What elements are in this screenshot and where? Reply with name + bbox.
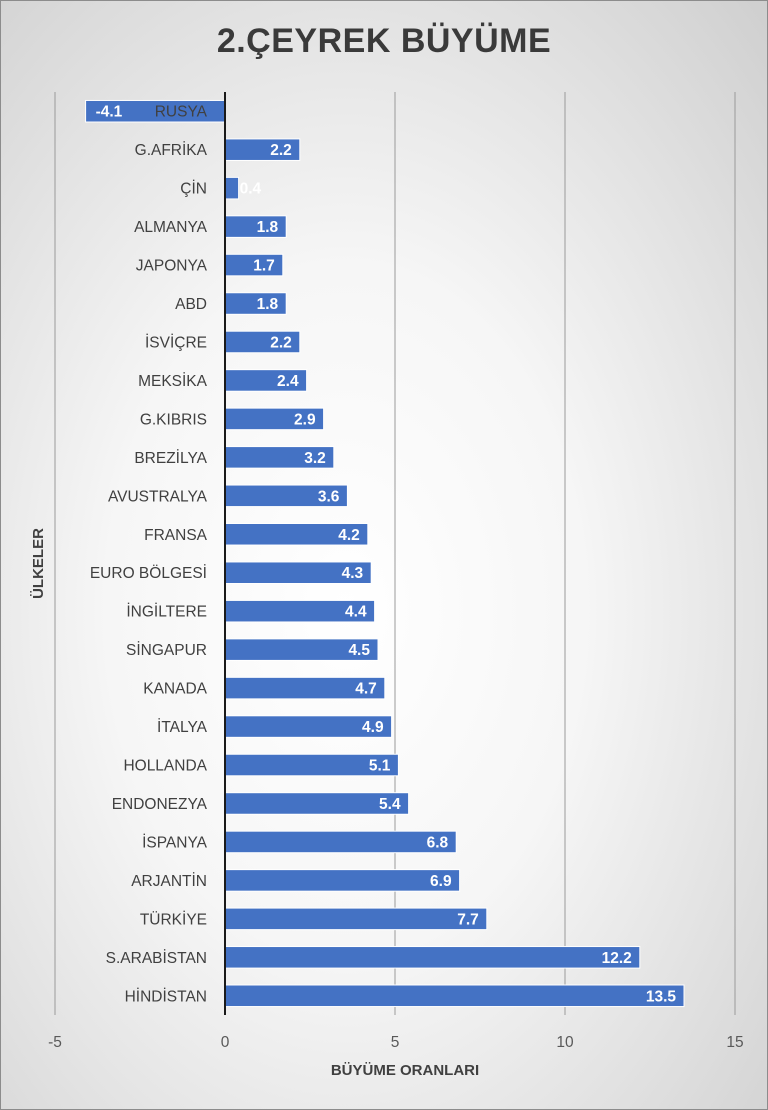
category-label: ALMANYA xyxy=(134,219,208,236)
bar xyxy=(224,946,641,969)
x-tick-label: 5 xyxy=(391,1034,400,1051)
category-label: İSVİÇRE xyxy=(145,333,207,351)
data-label: 12.2 xyxy=(602,950,632,967)
bar xyxy=(224,984,685,1008)
data-label: 4.2 xyxy=(338,527,360,544)
data-label: 1.8 xyxy=(257,219,279,236)
data-label: 4.5 xyxy=(348,642,370,659)
data-label: 4.9 xyxy=(362,719,384,736)
data-label: 6.8 xyxy=(427,834,449,851)
y-axis-title: ÜLKELER xyxy=(30,528,47,599)
category-label: MEKSİKA xyxy=(138,372,208,390)
data-label: 4.3 xyxy=(342,565,364,582)
bar xyxy=(224,176,240,200)
data-label: 4.4 xyxy=(345,604,367,621)
x-tick-label: 15 xyxy=(726,1034,743,1051)
category-label: İTALYA xyxy=(157,718,208,736)
chart-title: 2.ÇEYREK BÜYÜME xyxy=(216,22,552,60)
category-label: RUSYA xyxy=(155,104,208,121)
category-label: ENDONEZYA xyxy=(112,796,208,813)
value-labels: -4.1 2.2 0.4 1.8 1.7 1.8 2.2 2.4 2.9 3.2 3.6 4.2 4.3… xyxy=(96,104,677,1006)
data-label: 1.7 xyxy=(253,258,275,275)
bar xyxy=(224,907,488,931)
category-label: FRANSA xyxy=(144,527,208,544)
category-label: ÇİN xyxy=(180,180,207,198)
category-label: ABD xyxy=(175,296,207,313)
data-label: 2.2 xyxy=(270,142,292,159)
data-label: 5.4 xyxy=(379,796,401,813)
category-label: TÜRKİYE xyxy=(140,910,207,928)
data-label: -4.1 xyxy=(96,104,123,121)
category-label: G.KIBRIS xyxy=(140,411,207,428)
data-label: 3.2 xyxy=(304,450,326,467)
gridlines xyxy=(54,92,736,1015)
data-label: 1.8 xyxy=(257,296,279,313)
data-label: 2.4 xyxy=(277,373,299,390)
data-label: 0.4 xyxy=(240,181,262,198)
data-label: 5.1 xyxy=(369,758,391,775)
data-label: 2.9 xyxy=(294,411,316,428)
category-label: HOLLANDA xyxy=(123,758,207,775)
category-label: EURO BÖLGESİ xyxy=(90,564,207,582)
category-label: KANADA xyxy=(143,681,207,698)
category-label: G.AFRİKA xyxy=(135,141,208,159)
x-tick-label: 10 xyxy=(556,1034,574,1051)
category-label: JAPONYA xyxy=(136,258,208,275)
bar-series xyxy=(85,99,685,1008)
data-label: 4.7 xyxy=(355,681,377,698)
category-label: S.ARABİSTAN xyxy=(106,949,207,967)
data-label: 6.9 xyxy=(430,873,452,890)
bar xyxy=(224,830,457,854)
category-label: AVUSTRALYA xyxy=(108,488,208,505)
category-label: BREZİLYA xyxy=(134,449,207,467)
x-axis-title: BÜYÜME ORANLARI xyxy=(331,1062,479,1079)
data-label: 7.7 xyxy=(457,911,479,928)
category-labels: RUSYA G.AFRİKA ÇİN ALMANYA JAPONYA ABD İSVİÇRE… xyxy=(90,104,208,1006)
x-tick-labels: -5 0 5 10 15 xyxy=(48,1034,744,1051)
category-label: ARJANTİN xyxy=(131,872,207,890)
data-label: 3.6 xyxy=(318,488,340,505)
category-label: HİNDİSTAN xyxy=(125,987,207,1005)
x-tick-label: 0 xyxy=(221,1034,230,1051)
category-label: İNGİLTERE xyxy=(126,603,207,621)
data-label: 2.2 xyxy=(270,334,292,351)
data-label: 13.5 xyxy=(646,988,677,1005)
x-tick-label: -5 xyxy=(48,1034,62,1051)
category-label: SİNGAPUR xyxy=(126,641,207,659)
category-label: İSPANYA xyxy=(142,833,208,851)
bar xyxy=(224,869,461,892)
